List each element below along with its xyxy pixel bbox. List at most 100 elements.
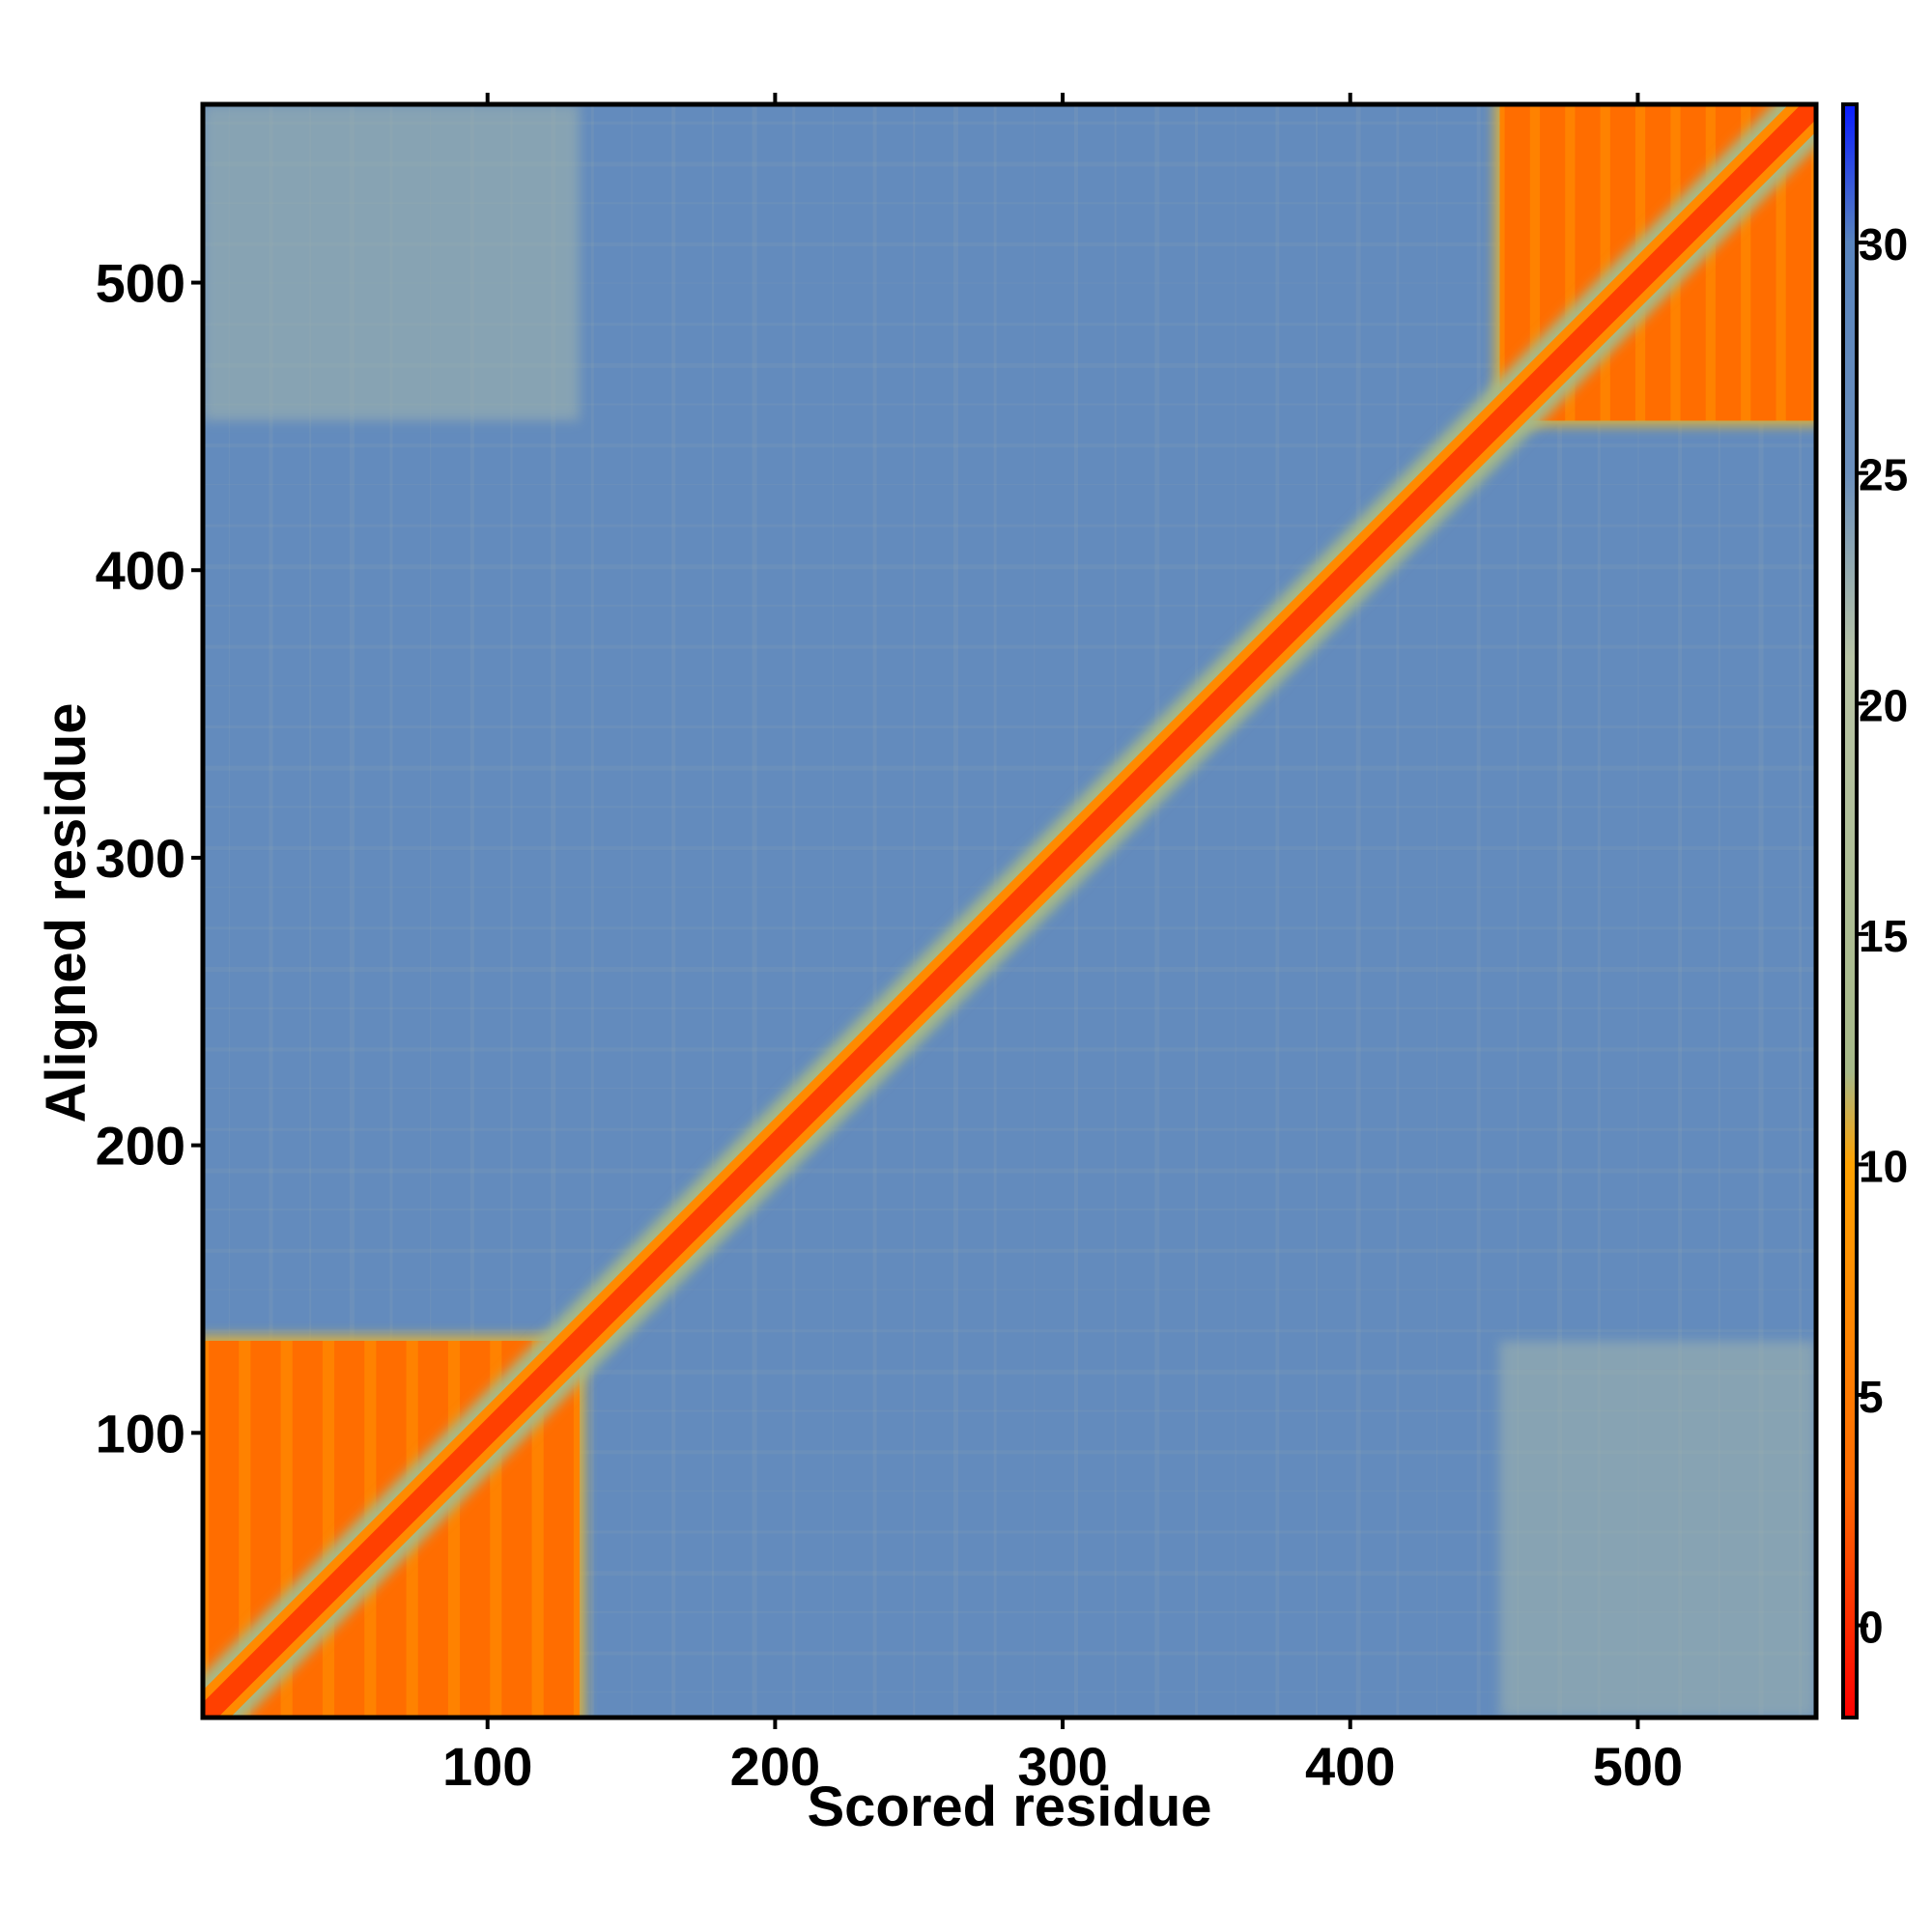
texture-row [203, 1450, 1816, 1455]
texture-column [1355, 104, 1361, 1718]
texture-column [832, 104, 834, 1718]
texture-row [203, 1168, 1816, 1174]
texture-column [711, 104, 714, 1718]
texture-column [1557, 104, 1563, 1718]
x-tick-label: 500 [1593, 1736, 1683, 1797]
texture-column [1275, 104, 1280, 1718]
texture-row [203, 765, 1816, 771]
texture-column [349, 104, 355, 1718]
texture-column [1195, 104, 1199, 1718]
colorbar-tick-label: 5 [1859, 1372, 1884, 1422]
texture-column [430, 104, 432, 1718]
texture-row [203, 403, 1816, 406]
y-tick-label: 100 [96, 1403, 185, 1463]
texture-row [203, 121, 1816, 125]
texture-row [203, 282, 1816, 284]
x-tick-label: 200 [730, 1736, 820, 1797]
texture-row [203, 443, 1816, 448]
texture-row [203, 1289, 1816, 1291]
x-tick-label: 400 [1305, 1736, 1395, 1797]
x-tick-label: 100 [442, 1736, 532, 1797]
texture-row [203, 1208, 1816, 1211]
texture-row [203, 1571, 1816, 1577]
texture-row [203, 242, 1816, 246]
x-tick-label: 300 [1017, 1736, 1107, 1797]
diagonal-core [203, 104, 1816, 1718]
texture-column [952, 104, 958, 1718]
texture-row [203, 1329, 1816, 1333]
texture-row [203, 1369, 1816, 1375]
texture-row [203, 202, 1816, 205]
texture-row [203, 1127, 1816, 1131]
texture-column [469, 104, 474, 1718]
texture-column [1597, 104, 1601, 1718]
texture-row [203, 846, 1816, 851]
off-domain-region [203, 104, 580, 421]
texture-row [203, 1610, 1816, 1613]
texture-row [203, 724, 1816, 728]
texture-row [203, 1088, 1816, 1090]
colorbar-ticks: 0 5 10 15 20 25 30 [1857, 219, 1908, 1653]
x-axis-ticks: 100 200 300 400 500 [442, 93, 1683, 1797]
texture-column [309, 104, 312, 1718]
texture-column [1316, 104, 1319, 1718]
colorbar-tick-label: 30 [1859, 219, 1908, 270]
texture-row [203, 604, 1816, 607]
texture-column [1678, 104, 1683, 1718]
texture-row [203, 1530, 1816, 1534]
y-axis-ticks: 100 200 300 400 500 [96, 253, 203, 1463]
colorbar-tick-label: 15 [1859, 911, 1908, 961]
colorbar-gradient [1843, 104, 1857, 1718]
texture-column [872, 104, 877, 1718]
texture-column [590, 104, 594, 1718]
x-axis-title: Scored residue [807, 1776, 1211, 1838]
texture-row [203, 1651, 1816, 1656]
texture-row [203, 967, 1816, 973]
texture-column [1114, 104, 1117, 1718]
diagonal-band [203, 104, 1816, 1718]
y-tick-label: 300 [96, 828, 185, 889]
texture-column [1436, 104, 1438, 1718]
texture-column [389, 104, 393, 1718]
texture-column [510, 104, 513, 1718]
texture-row [203, 1248, 1816, 1253]
y-tick-label: 500 [96, 253, 185, 314]
y-axis-title: Aligned residue [35, 702, 98, 1122]
colorbar-tick-label: 0 [1859, 1603, 1884, 1653]
texture-column [1073, 104, 1078, 1718]
heatmap-plot-area [203, 104, 1816, 1718]
texture-column [1758, 104, 1764, 1718]
colorbar: 0 5 10 15 20 25 30 [1841, 102, 1908, 1719]
texture-column [792, 104, 796, 1718]
plot-frame [200, 101, 1819, 1720]
off-domain-region [1499, 1341, 1816, 1718]
texture-column [1396, 104, 1400, 1718]
colorbar-tick-label: 20 [1859, 680, 1908, 730]
texture-column [1718, 104, 1720, 1718]
y-tick-label: 200 [96, 1116, 185, 1177]
texture-row [203, 644, 1816, 649]
texture-column [551, 104, 556, 1718]
texture-column [269, 104, 273, 1718]
colorbar-tick-label: 10 [1859, 1141, 1908, 1191]
texture-column [631, 104, 633, 1718]
texture-row [203, 1047, 1816, 1052]
texture-row [203, 1007, 1816, 1009]
colorbar-tick-label: 25 [1859, 450, 1908, 500]
texture-row [203, 483, 1816, 485]
texture-column [1799, 104, 1803, 1718]
texture-column [1637, 104, 1639, 1718]
texture-row [203, 806, 1816, 809]
texture-column [671, 104, 676, 1718]
texture-row [203, 1490, 1816, 1492]
texture-row [203, 362, 1816, 368]
texture-row [203, 564, 1816, 570]
texture-column [913, 104, 916, 1718]
texture-row [203, 685, 1816, 687]
texture-column [1154, 104, 1160, 1718]
texture-row [203, 1409, 1816, 1412]
y-tick-label: 400 [96, 540, 185, 601]
colorbar-frame [1841, 102, 1859, 1719]
texture-row [203, 323, 1816, 327]
texture-column [1476, 104, 1481, 1718]
